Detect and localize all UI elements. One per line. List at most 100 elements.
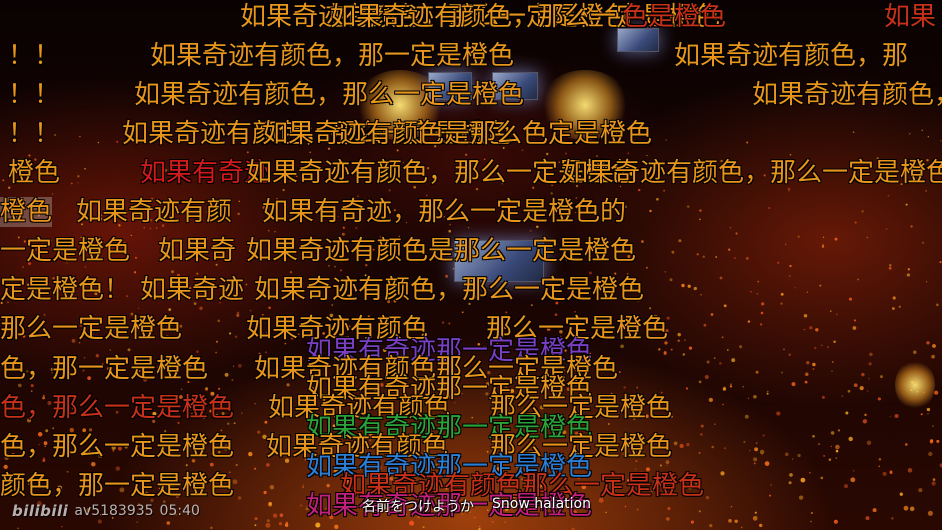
penlight xyxy=(618,210,621,212)
penlight xyxy=(410,240,413,243)
penlight xyxy=(830,310,832,312)
spotlight xyxy=(540,70,630,140)
penlight xyxy=(47,401,52,405)
penlight xyxy=(483,345,487,349)
penlight xyxy=(538,484,542,488)
penlight xyxy=(550,192,553,195)
penlight xyxy=(268,229,270,232)
penlight xyxy=(422,526,425,529)
penlight xyxy=(302,410,307,415)
penlight xyxy=(342,226,345,229)
penlight xyxy=(402,161,405,164)
penlight xyxy=(279,513,284,517)
penlight xyxy=(279,320,283,324)
penlight xyxy=(734,257,736,259)
penlight xyxy=(188,363,192,367)
penlight xyxy=(730,383,732,386)
danmaku-comment: 如果有奇迹那一定是橙色 xyxy=(306,413,593,443)
danmaku-comment: 如果奇迹有颜色， xyxy=(752,80,942,110)
penlight xyxy=(739,345,743,349)
penlight xyxy=(578,453,583,458)
penlight xyxy=(87,513,90,516)
penlight xyxy=(405,221,408,224)
penlight xyxy=(233,422,236,425)
penlight xyxy=(620,185,622,188)
penlight xyxy=(311,508,315,511)
penlight xyxy=(828,458,832,461)
penlight xyxy=(864,413,867,417)
penlight xyxy=(332,363,335,366)
penlight xyxy=(417,516,420,519)
penlight xyxy=(714,423,716,426)
penlight xyxy=(81,212,84,216)
penlight xyxy=(632,287,634,290)
penlight xyxy=(235,463,238,467)
penlight xyxy=(149,227,152,230)
danmaku-comment: ！！ xyxy=(8,80,61,110)
penlight xyxy=(777,261,780,264)
penlight xyxy=(27,483,30,486)
penlight xyxy=(532,186,535,189)
penlight xyxy=(812,368,815,371)
penlight xyxy=(632,277,635,280)
penlight xyxy=(419,282,423,286)
penlight xyxy=(576,421,580,425)
penlight xyxy=(615,248,619,252)
penlight xyxy=(485,392,489,396)
penlight xyxy=(803,313,808,318)
penlight xyxy=(641,240,644,243)
penlight xyxy=(193,302,197,305)
danmaku-comment: ！！ xyxy=(8,41,61,71)
penlight xyxy=(678,239,682,243)
penlight xyxy=(464,171,467,173)
penlight xyxy=(330,444,334,448)
penlight xyxy=(835,444,840,450)
penlight xyxy=(532,362,535,365)
penlight xyxy=(17,383,22,388)
penlight xyxy=(262,206,266,209)
penlight xyxy=(282,367,285,370)
penlight xyxy=(551,184,553,187)
danmaku-comment: 色，那一定是橙色 xyxy=(0,354,209,384)
penlight xyxy=(216,132,219,134)
penlight xyxy=(358,349,361,353)
penlight xyxy=(222,141,225,144)
penlight xyxy=(713,357,716,359)
penlight xyxy=(690,520,694,524)
penlight xyxy=(645,266,648,269)
penlight xyxy=(11,452,15,456)
penlight xyxy=(458,356,460,359)
penlight xyxy=(8,186,11,189)
penlight xyxy=(50,367,55,372)
penlight xyxy=(196,272,199,275)
penlight xyxy=(654,314,658,319)
penlight xyxy=(576,474,581,479)
penlight xyxy=(3,464,8,470)
penlight xyxy=(783,348,785,351)
penlight xyxy=(157,365,161,369)
penlight xyxy=(261,313,264,316)
penlight xyxy=(42,459,46,462)
penlight xyxy=(360,467,363,470)
penlight xyxy=(193,446,196,449)
penlight xyxy=(753,394,757,399)
danmaku-comment: ！！ xyxy=(8,119,61,149)
danmaku-comment: 一定是橙色 xyxy=(0,236,131,266)
penlight xyxy=(433,475,438,479)
penlight xyxy=(297,138,299,141)
penlight xyxy=(698,452,701,454)
penlight xyxy=(499,214,502,218)
penlight xyxy=(247,245,251,248)
penlight xyxy=(755,442,758,444)
penlight xyxy=(91,461,96,467)
penlight xyxy=(82,297,85,300)
penlight xyxy=(803,328,806,331)
danmaku-comment: 如果奇迹有颜色 xyxy=(246,314,429,344)
penlight xyxy=(703,323,707,327)
penlight xyxy=(305,507,309,511)
penlight xyxy=(2,179,5,182)
penlight xyxy=(663,189,665,192)
penlight xyxy=(58,178,61,180)
penlight xyxy=(334,265,336,268)
